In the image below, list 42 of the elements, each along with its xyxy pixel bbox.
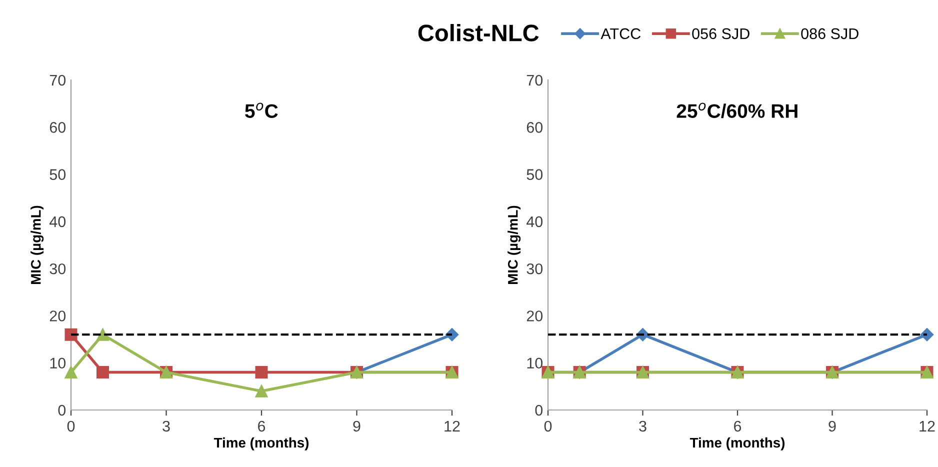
- text: 25$^{o}$C/60% RH: [676, 102, 798, 118]
- point: [96, 366, 109, 379]
- y-tick-label: 10: [50, 358, 66, 369]
- point: [64, 328, 78, 341]
- text: 5$^{o}$C: [245, 102, 278, 118]
- y-tick-label: 0: [535, 404, 543, 416]
- point: [255, 384, 268, 398]
- y-tick-label: 50: [50, 169, 66, 180]
- x-tick-label: 3: [162, 420, 170, 432]
- y-tick-label: 10: [527, 358, 543, 369]
- y-tick-label: 70: [50, 74, 66, 86]
- y-tick-label: 40: [50, 216, 66, 228]
- x-tick-label: 0: [544, 420, 552, 432]
- y-tick-label: 60: [50, 122, 66, 133]
- point: [255, 366, 268, 379]
- x-tick-label: 9: [353, 420, 360, 432]
- x-axis-title: Time (months): [214, 437, 309, 450]
- y-tick-label: 20: [50, 310, 66, 322]
- x-tick-label: 12: [920, 420, 935, 432]
- y-tick-label: 60: [526, 122, 543, 133]
- legend-label: 056 SJD: [692, 28, 750, 40]
- point: [64, 366, 78, 379]
- y-tick-label: 20: [526, 310, 543, 322]
- x-tick-label: 0: [67, 420, 75, 432]
- y-tick-label: 30: [50, 263, 66, 274]
- x-tick-label: 6: [734, 420, 742, 432]
- y-tick-label: 50: [526, 169, 543, 180]
- y-axis-title: MIC (µg/mL): [30, 206, 44, 284]
- x-tick-label: 9: [828, 420, 836, 432]
- y-tick-label: 40: [526, 216, 543, 228]
- legend-label: ATCC: [600, 28, 641, 40]
- legend-label: 086 SJD: [801, 28, 858, 40]
- point: [96, 328, 109, 341]
- text: Colist-NLC: [418, 24, 539, 42]
- y-tick-label: 0: [58, 404, 66, 416]
- x-tick-label: 12: [444, 420, 460, 432]
- y-tick-label: 70: [526, 74, 543, 86]
- x-axis-title: Time (months): [690, 437, 785, 450]
- x-tick-label: 6: [258, 420, 266, 432]
- y-tick-label: 30: [526, 263, 543, 274]
- y-axis-title: MIC (µg/mL): [508, 206, 521, 284]
- x-tick-label: 3: [639, 420, 646, 432]
